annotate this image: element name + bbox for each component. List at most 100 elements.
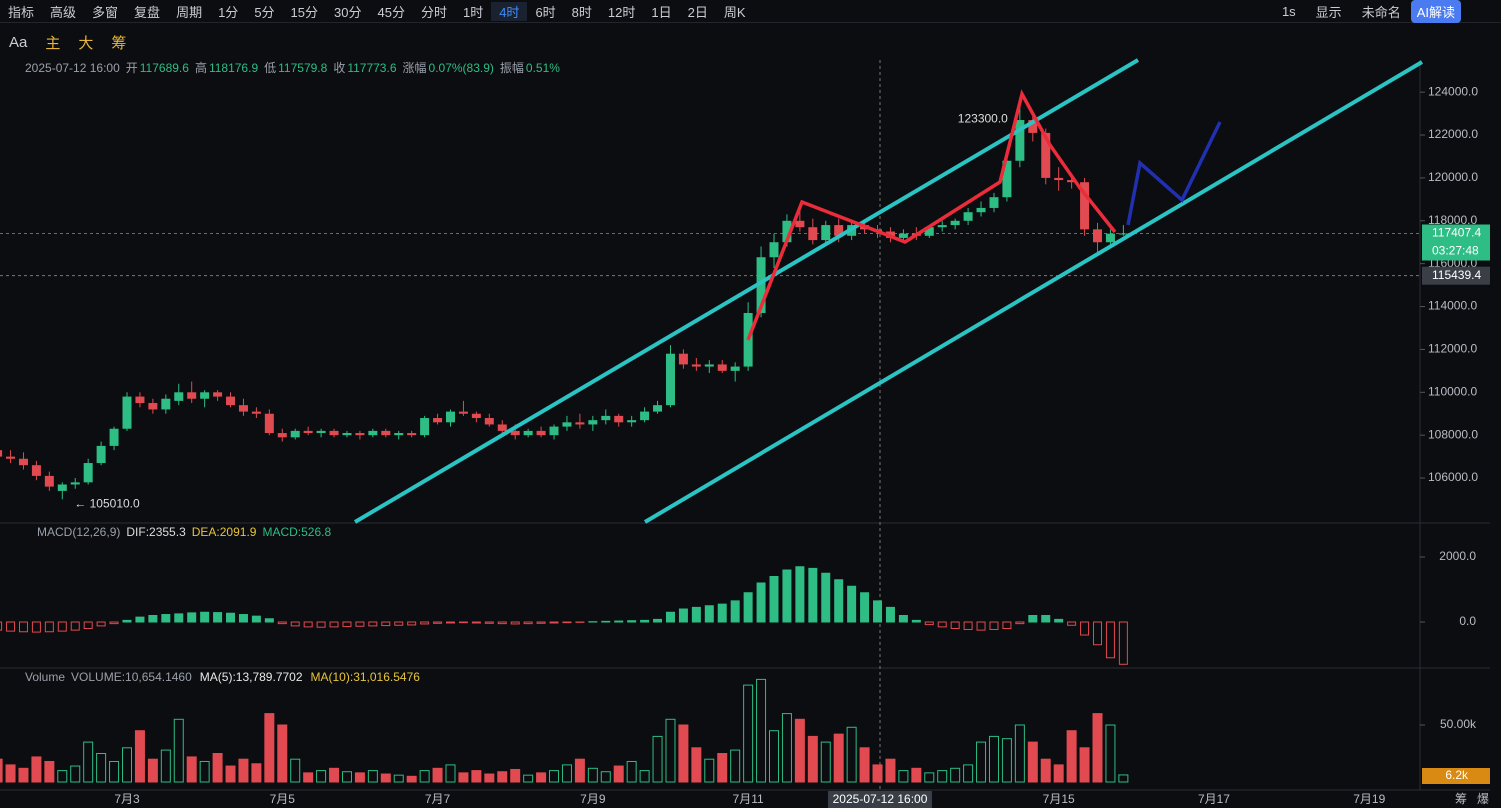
y-tick-label: 106000.0 xyxy=(1428,470,1478,484)
period-button[interactable]: 30分 xyxy=(334,4,362,20)
period-button[interactable]: 周K xyxy=(723,4,746,20)
macd-bar xyxy=(1002,621,1012,630)
macd-bar xyxy=(937,621,947,628)
candle-body xyxy=(1028,120,1038,133)
candle-body xyxy=(821,225,831,241)
period-button[interactable]: 12时 xyxy=(607,4,636,20)
candle-body xyxy=(316,430,326,434)
x-tick-label: 7月7 xyxy=(425,792,451,806)
y-tick-label: 124000.0 xyxy=(1428,84,1478,98)
candle-body xyxy=(174,392,184,401)
period-button[interactable]: 1日 xyxy=(651,4,672,20)
volume-bar xyxy=(833,733,844,783)
candle-body xyxy=(200,392,210,399)
period-button[interactable]: 5分 xyxy=(254,4,275,20)
period-button[interactable]: 15分 xyxy=(290,4,319,20)
candle-body xyxy=(471,413,481,419)
volume-bar xyxy=(1105,724,1116,783)
macd-bar xyxy=(57,621,67,632)
candle-body xyxy=(704,364,714,367)
toolbar-button[interactable]: 指标 xyxy=(8,4,35,20)
candle-body xyxy=(640,411,650,421)
macd-bar xyxy=(627,620,637,623)
volume-bar xyxy=(251,763,262,783)
volume-bar xyxy=(781,713,792,783)
period-button[interactable]: 1分 xyxy=(218,4,239,20)
crosshair-price-label: 115439.4 xyxy=(1432,268,1481,282)
macd-bar xyxy=(549,621,559,624)
toolbar-button[interactable]: 多窗 xyxy=(92,4,119,20)
volume-bar xyxy=(743,684,754,783)
candle-body xyxy=(368,430,378,436)
macd-bar xyxy=(536,621,546,624)
volume-bar xyxy=(639,770,650,783)
volume-bar xyxy=(316,770,327,783)
toolbar-button[interactable]: 复盘 xyxy=(134,4,161,20)
toolbar-button[interactable]: 1s xyxy=(1281,3,1296,19)
toolbar-button[interactable]: 周期 xyxy=(176,4,203,20)
macd-bar xyxy=(924,621,934,626)
macd-bar xyxy=(6,621,16,632)
candle-body xyxy=(6,456,16,459)
info-close: 117773.6 xyxy=(347,61,396,75)
candle-body xyxy=(420,418,430,436)
volume-bar xyxy=(859,747,870,783)
x-tick-label: 7月15 xyxy=(1043,792,1075,806)
macd-bar xyxy=(562,621,572,624)
candle-body xyxy=(950,220,960,226)
toolbar-button[interactable]: 高级 xyxy=(50,4,77,20)
candle-body xyxy=(0,450,3,457)
candle-body xyxy=(381,430,391,436)
macd-bar xyxy=(860,592,870,623)
candle-body xyxy=(57,484,67,491)
macd-bar xyxy=(717,603,727,623)
period-button[interactable]: 8时 xyxy=(571,4,592,20)
candle-body xyxy=(717,364,727,371)
candle-body xyxy=(678,353,688,365)
period-button[interactable]: 4时 xyxy=(491,1,528,21)
crosshair-time: 2025-07-12 16:00 xyxy=(833,792,928,806)
volume-bar xyxy=(1118,774,1129,783)
y-tick-label: 120000.0 xyxy=(1428,170,1478,184)
info-low: 117579.8 xyxy=(278,61,327,75)
tool-button[interactable]: 筹 xyxy=(111,34,127,52)
volume-bar xyxy=(510,768,521,783)
tool-button[interactable]: Aa xyxy=(9,33,28,51)
period-button[interactable]: 1时 xyxy=(462,4,484,20)
macd-bar xyxy=(70,621,80,631)
volume-bar xyxy=(549,770,560,783)
macd-bar xyxy=(885,606,895,623)
macd-bar xyxy=(0,621,3,631)
volume-bar xyxy=(898,770,909,783)
period-button[interactable]: 6时 xyxy=(535,4,556,20)
toolbar-button[interactable]: AI解读 xyxy=(1410,0,1461,23)
toolbar-button[interactable]: 显示 xyxy=(1315,4,1342,20)
tool-button[interactable]: 大 xyxy=(78,34,94,52)
volume-bar xyxy=(445,764,456,783)
candle-body xyxy=(898,233,908,238)
volume-bar xyxy=(950,767,961,783)
period-button[interactable]: 45分 xyxy=(377,4,405,20)
toolbar-button[interactable]: 未命名 xyxy=(1361,4,1401,20)
volume-bar xyxy=(807,735,818,783)
macd-bar xyxy=(420,621,430,625)
volume-bar xyxy=(574,758,585,783)
candle-body xyxy=(96,445,106,464)
volume-bar xyxy=(497,771,508,783)
candle-body xyxy=(523,430,533,436)
tool-button[interactable]: 主 xyxy=(45,34,61,52)
candle-body xyxy=(834,225,844,236)
period-button[interactable]: 分时 xyxy=(420,4,447,20)
volume-bar xyxy=(820,741,831,783)
macd-bar xyxy=(989,621,999,630)
candle-body xyxy=(1067,180,1077,183)
y-tick-label: 114000.0 xyxy=(1428,299,1477,313)
macd-bar xyxy=(226,612,236,623)
volume-bar xyxy=(109,760,120,783)
macd-bar xyxy=(640,619,650,623)
candle-body xyxy=(18,458,28,466)
volume-bar xyxy=(341,771,352,783)
period-button[interactable]: 2日 xyxy=(687,4,708,20)
candle-body xyxy=(446,411,455,423)
candle-body xyxy=(756,257,766,313)
